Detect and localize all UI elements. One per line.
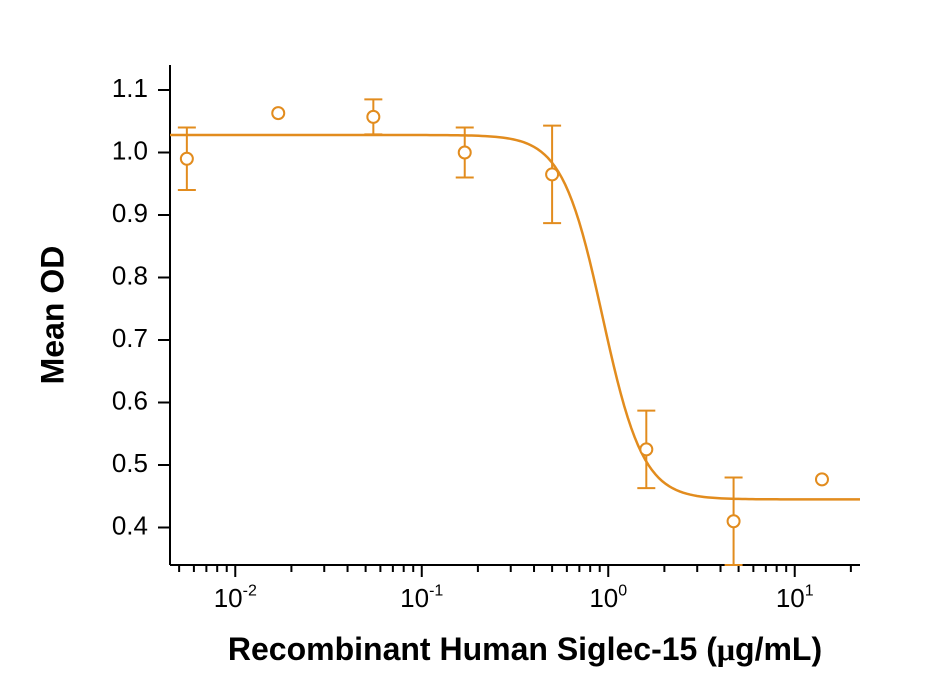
y-tick-label: 1.1: [112, 73, 148, 103]
y-tick-label: 0.9: [112, 198, 148, 228]
data-point: [816, 473, 828, 485]
y-tick-label: 0.4: [112, 510, 148, 540]
chart-container: 0.40.50.60.70.80.91.01.1Mean OD10-210-11…: [0, 0, 939, 685]
data-point: [640, 443, 652, 455]
dose-response-chart: 0.40.50.60.70.80.91.01.1Mean OD10-210-11…: [0, 0, 939, 685]
y-tick-label: 0.5: [112, 448, 148, 478]
y-tick-label: 0.6: [112, 385, 148, 415]
y-tick-label: 0.7: [112, 323, 148, 353]
data-point: [728, 515, 740, 527]
data-point: [459, 147, 471, 159]
data-point: [367, 111, 379, 123]
data-point: [272, 107, 284, 119]
y-axis-label: Mean OD: [34, 246, 70, 385]
data-point: [181, 153, 193, 165]
data-point: [546, 168, 558, 180]
y-tick-label: 1.0: [112, 135, 148, 165]
y-tick-label: 0.8: [112, 260, 148, 290]
x-axis-label: Recombinant Human Siglec-15 (μg/mL): [228, 631, 822, 667]
